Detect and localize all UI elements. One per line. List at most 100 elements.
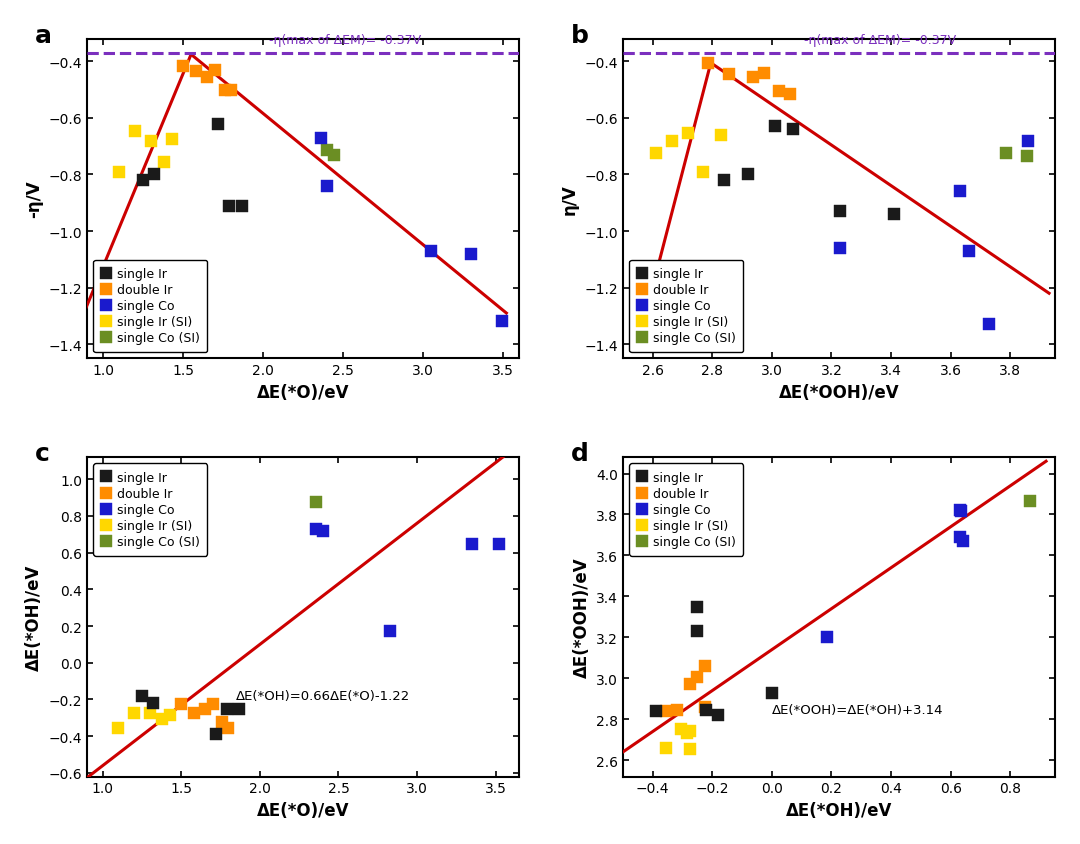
Point: [694, 165, 712, 179]
Point: [175, 60, 192, 73]
Point: [319, 144, 336, 158]
Point: [210, 117, 227, 131]
Point: [647, 705, 664, 718]
Point: [153, 712, 171, 726]
Point: [1021, 495, 1038, 508]
Point: [832, 242, 849, 256]
Point: [678, 726, 696, 739]
Text: ΔE(*OH)=0.66ΔE(*O)-1.22: ΔE(*OH)=0.66ΔE(*O)-1.22: [237, 690, 410, 702]
Point: [771, 85, 788, 99]
Y-axis label: η/V: η/V: [561, 184, 579, 214]
Point: [697, 659, 714, 673]
Point: [781, 88, 798, 101]
Point: [319, 180, 336, 193]
Legend: single Ir, double Ir, single Co, single Ir (SI), single Co (SI): single Ir, double Ir, single Co, single …: [630, 464, 743, 556]
Point: [681, 724, 699, 738]
Point: [673, 722, 690, 736]
Point: [125, 706, 143, 720]
Text: b: b: [571, 24, 589, 48]
Point: [681, 678, 699, 691]
Point: [951, 504, 969, 517]
Point: [206, 64, 224, 78]
Point: [220, 722, 238, 735]
Text: ΔE(*OOH)=ΔE(*OH)+3.14: ΔE(*OOH)=ΔE(*OH)+3.14: [772, 703, 944, 716]
Point: [697, 701, 714, 714]
Point: [173, 697, 190, 711]
Point: [713, 129, 730, 143]
Point: [231, 702, 248, 716]
Point: [220, 199, 238, 213]
Point: [110, 165, 127, 179]
Point: [312, 132, 329, 145]
Point: [308, 522, 325, 536]
Point: [463, 538, 481, 551]
Point: [689, 600, 706, 614]
Legend: single Ir, double Ir, single Co, single Ir (SI), single Co (SI): single Ir, double Ir, single Co, single …: [93, 464, 207, 556]
Point: [216, 84, 233, 97]
Point: [710, 709, 727, 722]
Point: [667, 703, 685, 717]
Point: [222, 84, 240, 97]
Text: c: c: [36, 441, 50, 466]
Point: [492, 316, 510, 329]
Point: [698, 703, 715, 717]
Point: [199, 71, 216, 84]
Point: [663, 135, 680, 149]
Y-axis label: ΔE(*OOH)/eV: ΔE(*OOH)/eV: [572, 557, 591, 678]
Text: -η(max of ΔEM)= -0.37V: -η(max of ΔEM)= -0.37V: [269, 34, 420, 46]
Point: [951, 531, 969, 544]
Point: [658, 705, 675, 718]
X-axis label: ΔE(*OOH)/eV: ΔE(*OOH)/eV: [779, 383, 900, 401]
Y-axis label: ΔE(*OH)/eV: ΔE(*OH)/eV: [25, 564, 43, 670]
Point: [314, 525, 332, 538]
Point: [141, 706, 159, 720]
Point: [145, 696, 162, 710]
Point: [187, 66, 204, 79]
Point: [197, 702, 214, 716]
Point: [819, 630, 836, 644]
Point: [681, 743, 699, 756]
Point: [381, 624, 399, 637]
Point: [308, 495, 325, 509]
Point: [953, 505, 970, 518]
Legend: single Ir, double Ir, single Co, single Ir (SI), single Co (SI): single Ir, double Ir, single Co, single …: [93, 260, 207, 353]
Point: [744, 71, 761, 84]
Point: [647, 148, 664, 161]
Point: [422, 245, 440, 258]
Point: [163, 133, 180, 147]
Point: [960, 245, 977, 258]
Point: [186, 706, 203, 720]
Point: [766, 121, 783, 134]
Point: [218, 702, 235, 716]
Text: a: a: [36, 24, 52, 48]
Point: [1020, 135, 1037, 149]
X-axis label: ΔE(*OH)/eV: ΔE(*OH)/eV: [786, 801, 892, 819]
Point: [679, 127, 697, 141]
Point: [981, 318, 998, 332]
Point: [764, 686, 781, 700]
Point: [233, 199, 251, 213]
Point: [1018, 150, 1036, 164]
Point: [689, 671, 706, 684]
Point: [716, 174, 733, 187]
Point: [462, 247, 480, 261]
Point: [784, 123, 801, 137]
Point: [720, 68, 738, 82]
Point: [886, 208, 903, 222]
Point: [325, 149, 342, 162]
Point: [954, 535, 971, 549]
Text: -η(max of ΔEM)= -0.37V: -η(max of ΔEM)= -0.37V: [805, 34, 957, 46]
Point: [740, 169, 757, 182]
X-axis label: ΔE(*O)/eV: ΔE(*O)/eV: [257, 383, 349, 401]
Y-axis label: -η/V: -η/V: [25, 181, 43, 218]
Point: [204, 697, 221, 711]
Point: [658, 741, 675, 755]
Legend: single Ir, double Ir, single Co, single Ir (SI), single Co (SI): single Ir, double Ir, single Co, single …: [630, 260, 743, 353]
Point: [143, 135, 160, 149]
Point: [156, 156, 173, 170]
Point: [134, 690, 151, 703]
Point: [699, 57, 716, 71]
Point: [951, 186, 969, 199]
Text: d: d: [571, 441, 589, 466]
Point: [214, 715, 231, 728]
